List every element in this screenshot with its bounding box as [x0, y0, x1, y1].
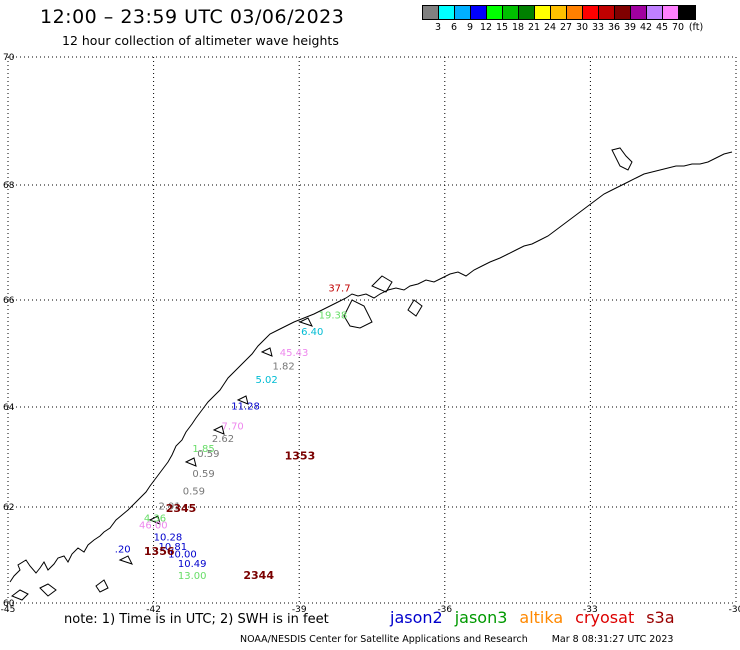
- lon-tick-label: -36: [437, 605, 452, 615]
- legend-entry: jason3: [454, 608, 508, 627]
- color-swatch: [615, 6, 631, 19]
- graticule-grid: [7, 56, 737, 604]
- lon-tick-label: -42: [146, 605, 161, 615]
- map-title: 12:00 – 23:59 UTC 03/06/2023: [40, 6, 345, 28]
- color-swatch: [455, 6, 471, 19]
- swh-value: 37.7: [328, 283, 350, 294]
- color-swatch: [487, 6, 503, 19]
- color-swatch: [503, 6, 519, 19]
- lat-tick-label: 62: [3, 503, 14, 513]
- color-scale-label: 45: [655, 22, 669, 33]
- swh-value: .20: [115, 545, 131, 556]
- units-note: note: 1) Time is in UTC; 2) SWH is in fe…: [64, 612, 329, 627]
- legend-entry: s3a: [646, 608, 675, 627]
- lon-tick-label: -39: [292, 605, 307, 615]
- pass-time-label: 2345: [166, 502, 197, 515]
- swh-value: 46.00: [139, 521, 168, 532]
- color-scale-labels: 3 6 9 12 15 18 21 24 27 30 33 36 39 42 45 70 (ft): [422, 22, 703, 34]
- lon-tick-label: -33: [583, 605, 598, 615]
- legend-entry: cryosat: [575, 608, 635, 627]
- generated-timestamp: Mar 8 08:31:27 UTC 2023: [551, 634, 674, 645]
- greenland-coastline: [9, 151, 733, 583]
- color-scale-label: 70: [671, 22, 685, 33]
- color-scale-swatches: [422, 5, 696, 20]
- swh-value: 1.85: [192, 444, 214, 455]
- pass-time-label: 1356: [144, 545, 175, 558]
- color-swatch: [663, 6, 679, 19]
- legend-entry: jason2: [390, 608, 443, 627]
- color-swatch: [439, 6, 455, 19]
- swh-value: 0.59: [192, 469, 214, 480]
- map-subtitle: 12 hour collection of altimeter wave hei…: [62, 33, 339, 48]
- color-scale-label: 30: [575, 22, 589, 33]
- swh-value: 13.00: [178, 571, 207, 582]
- swh-value: 10.00: [168, 549, 197, 560]
- color-swatch: [551, 6, 567, 19]
- footer: NOAA/NESDIS Center for Satellite Applica…: [240, 634, 673, 645]
- swh-value: 10.81: [158, 542, 187, 553]
- swh-value: 2.62: [212, 434, 234, 445]
- lat-tick-label: 60: [3, 599, 15, 609]
- color-scale-label: 15: [495, 22, 509, 33]
- lat-tick-label: 70: [3, 53, 15, 63]
- color-scale-label: 18: [511, 22, 525, 33]
- satellite-legend: jason2 jason3 altika cryosat s3a: [390, 608, 687, 627]
- swh-value: 1.82: [273, 362, 295, 373]
- swh-value: 0.59: [197, 449, 219, 460]
- color-swatch: [647, 6, 663, 19]
- swh-value: 11.28: [231, 402, 260, 413]
- color-scale-label: 42: [639, 22, 653, 33]
- color-swatch: [567, 6, 583, 19]
- color-swatch: [599, 6, 615, 19]
- swh-value: 19.38: [319, 311, 348, 322]
- swh-value: 2.91: [158, 501, 180, 512]
- lon-tick-label: -45: [1, 605, 16, 615]
- axis-ticks: -45 -42 -39 -36 -33 -30 70 68 66 64 62 60: [1, 53, 740, 615]
- color-scale-label: 6: [450, 22, 458, 33]
- swh-value: 0.59: [183, 487, 205, 498]
- color-scale-label: 12: [479, 22, 493, 33]
- color-swatch: [583, 6, 599, 19]
- lat-tick-label: 64: [3, 403, 15, 413]
- swh-value: 7.70: [222, 422, 244, 433]
- swh-value: 4.36: [144, 513, 166, 524]
- color-scale-label: 3: [434, 22, 442, 33]
- color-scale-label: 21: [527, 22, 541, 33]
- credit-text: NOAA/NESDIS Center for Satellite Applica…: [240, 634, 528, 645]
- lat-tick-label: 68: [3, 181, 15, 191]
- lon-tick-label: -30: [729, 605, 740, 615]
- lat-tick-label: 66: [3, 296, 15, 306]
- swh-value: 10.28: [154, 533, 183, 544]
- color-scale-label: 24: [543, 22, 557, 33]
- swh-value: 45.43: [280, 348, 309, 359]
- color-swatch: [471, 6, 487, 19]
- color-swatch: [519, 6, 535, 19]
- color-scale-label: 9: [466, 22, 474, 33]
- swh-value: 5.02: [256, 375, 278, 386]
- color-scale-label: 36: [607, 22, 621, 33]
- pass-time-label: 1353: [285, 450, 316, 463]
- swh-value: 10.49: [178, 559, 207, 570]
- color-scale-label: 33: [591, 22, 605, 33]
- color-scale-label: (ft): [688, 22, 704, 33]
- color-scale-label: 39: [623, 22, 637, 33]
- color-swatch: [679, 6, 695, 19]
- color-swatch: [631, 6, 647, 19]
- color-scale: 3 6 9 12 15 18 21 24 27 30 33 36 39 42 45 70 (ft): [422, 5, 703, 34]
- color-scale-label: 27: [559, 22, 573, 33]
- swh-observations: 37.719.386.4045.431.825.0211.287.702.621…: [115, 283, 351, 582]
- swh-value: 6.40: [301, 327, 323, 338]
- color-swatch: [423, 6, 439, 19]
- coastline-islands: [10, 147, 633, 601]
- pass-time-label: 2344: [243, 569, 274, 582]
- color-swatch: [535, 6, 551, 19]
- legend-entry: altika: [519, 608, 564, 627]
